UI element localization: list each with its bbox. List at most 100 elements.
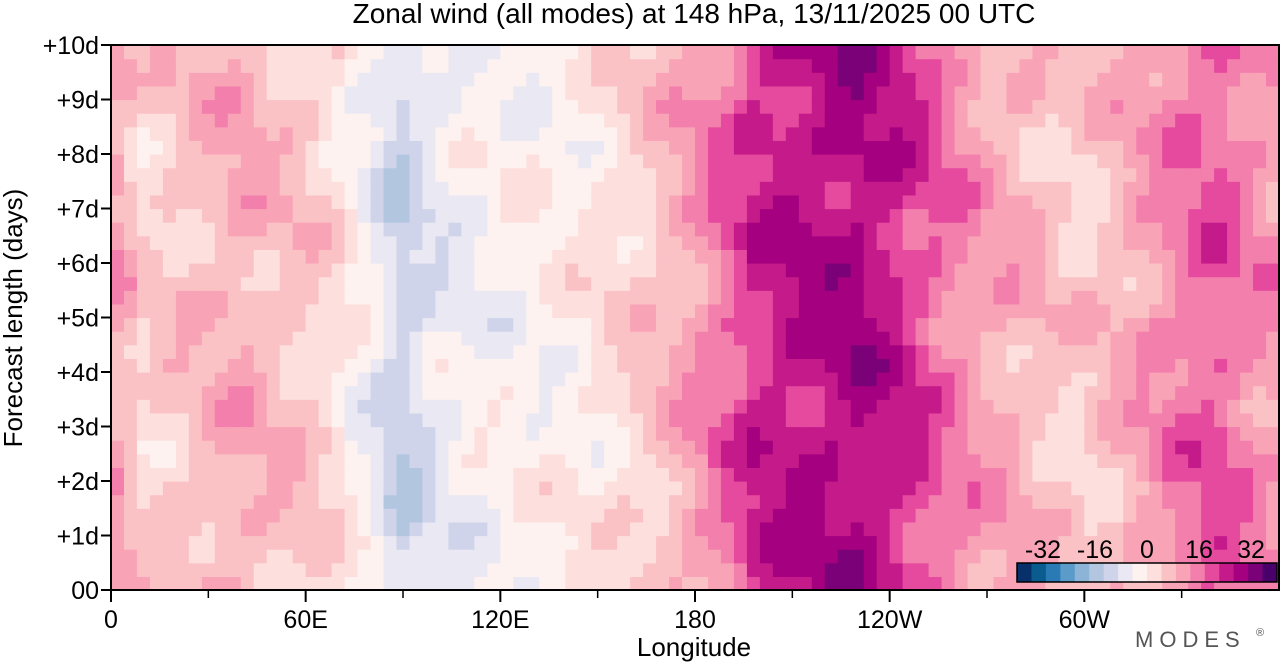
heatmap-cell	[370, 508, 385, 523]
heatmap-cell	[253, 535, 268, 550]
heatmap-cell	[954, 290, 969, 305]
heatmap-cell	[630, 508, 644, 523]
heatmap-cell	[422, 358, 437, 373]
heatmap-cell	[591, 399, 605, 414]
heatmap-cell	[824, 45, 839, 60]
heatmap-cell	[1266, 317, 1280, 332]
heatmap-cell	[500, 426, 514, 441]
heatmap-cell	[850, 45, 865, 60]
heatmap-cell	[292, 58, 307, 73]
heatmap-cell	[136, 140, 151, 155]
heatmap-cell	[630, 303, 644, 319]
heatmap-cell	[227, 167, 242, 182]
heatmap-cell	[279, 549, 294, 564]
heatmap-cell	[967, 113, 982, 128]
heatmap-cell	[863, 576, 878, 591]
heatmap-cell	[1045, 276, 1059, 291]
heatmap-cell	[1019, 167, 1034, 182]
heatmap-cell	[746, 99, 761, 114]
heatmap-cell	[993, 208, 1008, 223]
heatmap-cell	[656, 508, 670, 523]
heatmap-cell	[941, 72, 956, 87]
heatmap-cell	[357, 385, 372, 400]
heatmap-cell	[214, 167, 229, 182]
heatmap-cell	[617, 113, 631, 128]
heatmap-cell	[1084, 535, 1098, 550]
heatmap-cell	[111, 426, 125, 441]
heatmap-cell	[941, 140, 956, 155]
heatmap-cell	[123, 222, 138, 237]
heatmap-cell	[1045, 372, 1059, 387]
heatmap-cell	[383, 576, 398, 591]
heatmap-cell	[980, 494, 995, 509]
heatmap-cell	[1266, 426, 1280, 441]
heatmap-cell	[111, 208, 125, 223]
heatmap-cell	[1058, 331, 1072, 346]
heatmap-cell	[136, 453, 151, 468]
heatmap-cell	[111, 562, 125, 577]
heatmap-cell	[1227, 58, 1241, 73]
heatmap-cell	[318, 562, 333, 577]
heatmap-cell	[1149, 344, 1163, 359]
heatmap-cell	[1240, 263, 1254, 278]
heatmap-cell	[292, 290, 307, 305]
heatmap-cell	[487, 140, 501, 155]
heatmap-cell	[1006, 126, 1021, 141]
heatmap-cell	[383, 222, 398, 237]
heatmap-cell	[876, 72, 891, 87]
heatmap-cell	[1058, 263, 1072, 278]
heatmap-cell	[409, 399, 424, 414]
heatmap-cell	[1136, 453, 1150, 468]
heatmap-cell	[1227, 385, 1241, 400]
heatmap-cell	[941, 113, 956, 128]
heatmap-cell	[526, 113, 540, 128]
heatmap-cell	[837, 222, 852, 237]
heatmap-cell	[643, 331, 657, 346]
heatmap-cell	[863, 303, 878, 319]
heatmap-cell	[733, 453, 748, 468]
heatmap-cell	[344, 481, 359, 496]
heatmap-cell	[396, 45, 411, 60]
heatmap-cell	[1136, 290, 1150, 305]
heatmap-cell	[1071, 140, 1085, 155]
heatmap-cell	[1071, 481, 1085, 496]
heatmap-cell	[201, 576, 216, 591]
heatmap-cell	[409, 412, 424, 428]
heatmap-cell	[253, 549, 268, 564]
heatmap-cell	[409, 85, 424, 101]
heatmap-cell	[552, 549, 566, 564]
heatmap-cell	[1019, 453, 1034, 468]
heatmap-cell	[1253, 385, 1267, 400]
heatmap-cell	[954, 481, 969, 496]
heatmap-cell	[785, 331, 800, 346]
heatmap-cell	[720, 249, 735, 264]
heatmap-cell	[1058, 154, 1072, 169]
heatmap-cell	[928, 467, 943, 482]
heatmap-cell	[1175, 344, 1189, 359]
heatmap-cell	[214, 235, 229, 250]
heatmap-cell	[565, 45, 579, 60]
heatmap-cell	[1084, 276, 1098, 291]
heatmap-cell	[785, 562, 800, 577]
heatmap-cell	[578, 113, 592, 128]
heatmap-cell	[1175, 208, 1189, 223]
heatmap-cell	[656, 317, 670, 332]
heatmap-cell	[240, 440, 255, 455]
heatmap-cell	[630, 72, 644, 87]
heatmap-cell	[1123, 126, 1137, 141]
heatmap-cell	[474, 58, 488, 73]
heatmap-cell	[928, 481, 943, 496]
heatmap-cell	[1110, 222, 1124, 237]
heatmap-cell	[941, 385, 956, 400]
heatmap-cell	[253, 290, 268, 305]
heatmap-cell	[279, 385, 294, 400]
heatmap-cell	[201, 412, 216, 428]
heatmap-cell	[539, 440, 553, 455]
heatmap-cell	[682, 331, 696, 346]
heatmap-cell	[617, 99, 631, 114]
heatmap-cell	[1084, 290, 1098, 305]
heatmap-cell	[1097, 358, 1111, 373]
heatmap-cell	[811, 140, 826, 155]
heatmap-cell	[811, 317, 826, 332]
heatmap-cell	[1110, 303, 1124, 319]
